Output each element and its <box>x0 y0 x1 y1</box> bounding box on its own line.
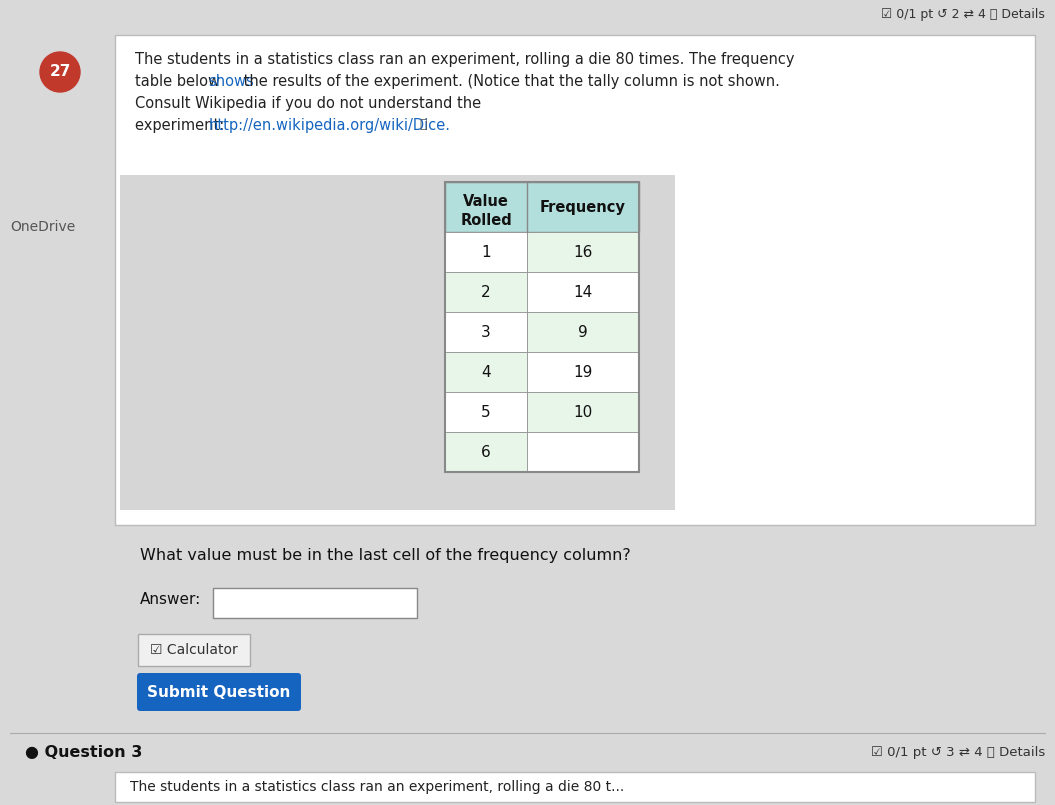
FancyBboxPatch shape <box>445 182 639 232</box>
Text: 1: 1 <box>481 245 491 259</box>
Text: Submit Question: Submit Question <box>148 684 291 700</box>
Text: 19: 19 <box>573 365 593 379</box>
Text: ⧉: ⧉ <box>416 118 427 131</box>
Text: 16: 16 <box>573 245 593 259</box>
FancyBboxPatch shape <box>138 634 250 666</box>
FancyBboxPatch shape <box>137 673 301 711</box>
Text: table below: table below <box>135 74 225 89</box>
Text: OneDrive: OneDrive <box>9 220 75 234</box>
Circle shape <box>40 52 80 92</box>
Text: The students in a statistics class ran an experiment, rolling a die 80 t...: The students in a statistics class ran a… <box>130 780 625 794</box>
Text: the results of the experiment. (Notice that the tally column is not shown.: the results of the experiment. (Notice t… <box>238 74 780 89</box>
Text: 5: 5 <box>481 404 491 419</box>
Text: 3: 3 <box>481 324 491 340</box>
FancyBboxPatch shape <box>445 272 528 312</box>
FancyBboxPatch shape <box>115 772 1035 802</box>
Text: experiment:: experiment: <box>135 118 229 133</box>
FancyBboxPatch shape <box>213 588 417 618</box>
FancyBboxPatch shape <box>528 352 639 392</box>
Text: Answer:: Answer: <box>140 592 202 607</box>
Text: http://en.wikipedia.org/wiki/Dice.: http://en.wikipedia.org/wiki/Dice. <box>208 118 450 133</box>
Text: Frequency: Frequency <box>540 200 626 214</box>
FancyBboxPatch shape <box>445 392 528 432</box>
FancyBboxPatch shape <box>528 312 639 352</box>
Text: ☑ 0/1 pt ↺ 3 ⇄ 4 ⓘ Details: ☑ 0/1 pt ↺ 3 ⇄ 4 ⓘ Details <box>870 745 1046 758</box>
Text: ● Question 3: ● Question 3 <box>25 745 142 759</box>
FancyBboxPatch shape <box>445 312 528 352</box>
FancyBboxPatch shape <box>445 432 528 472</box>
FancyBboxPatch shape <box>528 232 639 272</box>
FancyBboxPatch shape <box>120 175 675 510</box>
Text: ☑ Calculator: ☑ Calculator <box>150 643 237 657</box>
Text: 2: 2 <box>481 284 491 299</box>
Text: 27: 27 <box>50 64 71 80</box>
Text: ☑ 0/1 pt ↺ 2 ⇄ 4 ⓘ Details: ☑ 0/1 pt ↺ 2 ⇄ 4 ⓘ Details <box>881 8 1046 21</box>
Text: The students in a statistics class ran an experiment, rolling a die 80 times. Th: The students in a statistics class ran a… <box>135 52 794 67</box>
FancyBboxPatch shape <box>528 272 639 312</box>
Text: 6: 6 <box>481 444 491 460</box>
Text: 10: 10 <box>573 404 593 419</box>
FancyBboxPatch shape <box>445 232 528 272</box>
Text: 4: 4 <box>481 365 491 379</box>
Text: Consult Wikipedia if you do not understand the: Consult Wikipedia if you do not understa… <box>135 96 481 111</box>
Text: shows: shows <box>208 74 254 89</box>
Text: 9: 9 <box>578 324 588 340</box>
FancyBboxPatch shape <box>528 392 639 432</box>
FancyBboxPatch shape <box>115 35 1035 525</box>
FancyBboxPatch shape <box>528 432 639 472</box>
Text: What value must be in the last cell of the frequency column?: What value must be in the last cell of t… <box>140 548 631 563</box>
Text: 14: 14 <box>573 284 593 299</box>
Text: Value
Rolled: Value Rolled <box>460 194 512 228</box>
FancyBboxPatch shape <box>445 352 528 392</box>
